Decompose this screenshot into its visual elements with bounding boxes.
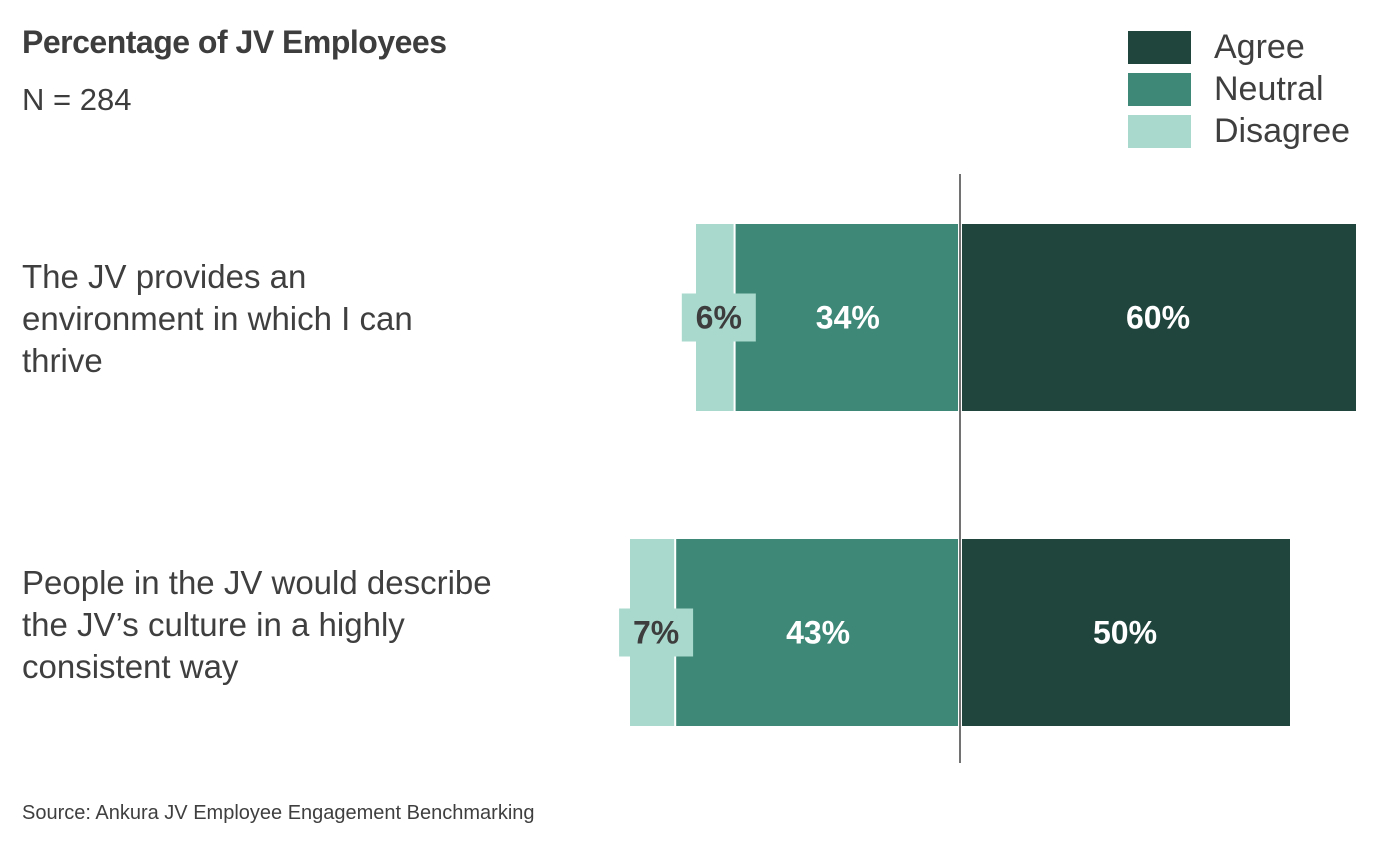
bar-agree-1	[962, 539, 1290, 726]
data-label-box-disagree-1	[619, 608, 694, 657]
legend-label-disagree: Disagree	[1214, 111, 1351, 150]
bar-agree-0	[962, 224, 1356, 411]
legend-swatch-neutral	[1128, 72, 1191, 106]
legend-swatch-agree	[1128, 30, 1191, 64]
legend-label-agree: Agree	[1214, 27, 1305, 66]
chart-subtitle: N = 284	[22, 82, 132, 117]
bar-neutral-1	[676, 539, 958, 726]
bar-neutral-0	[735, 224, 958, 411]
data-label-disagree-0: 6%	[696, 300, 742, 336]
legend-item-agree: Agree	[1128, 26, 1388, 68]
legend-swatch-disagree	[1128, 114, 1191, 148]
legend-label-neutral: Neutral	[1214, 69, 1324, 108]
legend-item-disagree: Disagree	[1128, 110, 1388, 152]
chart-title: Percentage of JV Employees	[22, 24, 447, 60]
row-label-thrive: The JV provides an environment in which …	[22, 258, 413, 379]
data-label-neutral-1: 43%	[786, 615, 850, 651]
source-note: Source: Ankura JV Employee Engagement Be…	[22, 802, 535, 824]
legend-item-neutral: Neutral	[1128, 68, 1388, 110]
data-label-agree-0: 60%	[1126, 300, 1190, 336]
data-label-disagree-1: 7%	[633, 615, 679, 651]
data-label-box-disagree-0	[681, 293, 756, 342]
row-label-culture: People in the JV would describe the JV’s…	[22, 564, 492, 685]
data-label-agree-1: 50%	[1093, 615, 1157, 651]
data-label-neutral-0: 34%	[816, 300, 880, 336]
chart-legend: Agree Neutral Disagree	[1128, 26, 1388, 152]
